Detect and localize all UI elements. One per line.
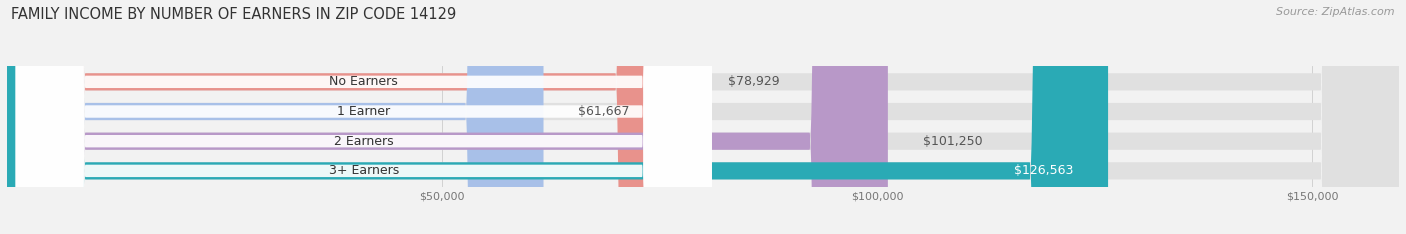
Text: Source: ZipAtlas.com: Source: ZipAtlas.com — [1277, 7, 1395, 17]
Text: $126,563: $126,563 — [1014, 164, 1073, 177]
FancyBboxPatch shape — [7, 0, 1108, 234]
FancyBboxPatch shape — [15, 0, 711, 234]
Text: 3+ Earners: 3+ Earners — [329, 164, 399, 177]
FancyBboxPatch shape — [7, 0, 1399, 234]
FancyBboxPatch shape — [7, 0, 1399, 234]
Text: 1 Earner: 1 Earner — [337, 105, 391, 118]
Text: $78,929: $78,929 — [728, 75, 780, 88]
FancyBboxPatch shape — [15, 0, 711, 234]
FancyBboxPatch shape — [7, 0, 1399, 234]
FancyBboxPatch shape — [7, 0, 693, 234]
Text: No Earners: No Earners — [329, 75, 398, 88]
Text: $61,667: $61,667 — [578, 105, 630, 118]
FancyBboxPatch shape — [15, 0, 711, 234]
Text: $101,250: $101,250 — [922, 135, 983, 148]
Text: 2 Earners: 2 Earners — [333, 135, 394, 148]
Text: FAMILY INCOME BY NUMBER OF EARNERS IN ZIP CODE 14129: FAMILY INCOME BY NUMBER OF EARNERS IN ZI… — [11, 7, 457, 22]
FancyBboxPatch shape — [7, 0, 887, 234]
FancyBboxPatch shape — [7, 0, 1399, 234]
FancyBboxPatch shape — [7, 0, 544, 234]
FancyBboxPatch shape — [15, 0, 711, 234]
